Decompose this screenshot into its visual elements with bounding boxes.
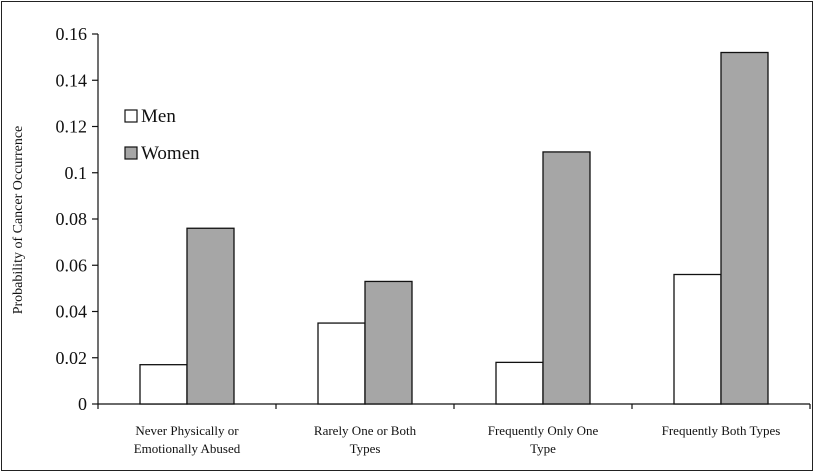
x-tick-labels: Never Physically or Emotionally Abused Rar… [97,404,811,456]
bar-men [495,361,544,405]
y-tick-label: 0.14 [56,70,88,90]
y-axis-title-group: Probability of Cancer Occurrence [11,126,26,315]
bar-men [673,273,722,405]
legend-swatch-men [124,109,138,123]
y-ticks: 0 0.02 0.04 0.06 0.08 0.1 0.12 0.14 0.16 [56,24,98,414]
bar-women [364,280,413,405]
y-axis-title: Probability of Cancer Occurrence [11,126,26,315]
bar-men [317,322,366,405]
x-category-label: Rarely One or Both [314,423,417,438]
legend-label-women: Women [141,143,200,164]
x-category-label: Emotionally Abused [134,441,241,456]
bar-women [720,51,769,405]
y-tick-label: 0 [78,394,87,414]
x-category-label: Types [350,441,381,456]
y-tick-label: 0.1 [65,163,88,183]
bar-women [186,227,235,405]
bar-men [139,364,188,405]
x-category-label: Frequently Both Types [662,423,781,438]
y-tick-label: 0.08 [56,209,88,229]
legend-label-men: Men [141,106,176,127]
y-tick-label: 0.12 [56,117,88,137]
legend: Men Women [124,106,200,164]
y-tick-label: 0.04 [56,302,88,322]
y-tick-label: 0.06 [56,255,88,275]
y-tick-label: 0.02 [56,348,88,368]
bar-chart: Probability of Cancer Occurrence 0 0.02 0.… [11,24,811,456]
bar-women [542,151,591,405]
y-tick-label: 0.16 [56,24,88,44]
x-category-label: Frequently Only One [488,423,599,438]
bars [139,51,769,405]
x-category-label: Never Physically or [135,423,239,438]
legend-swatch-women [124,146,138,160]
x-category-label: Type [530,441,556,456]
